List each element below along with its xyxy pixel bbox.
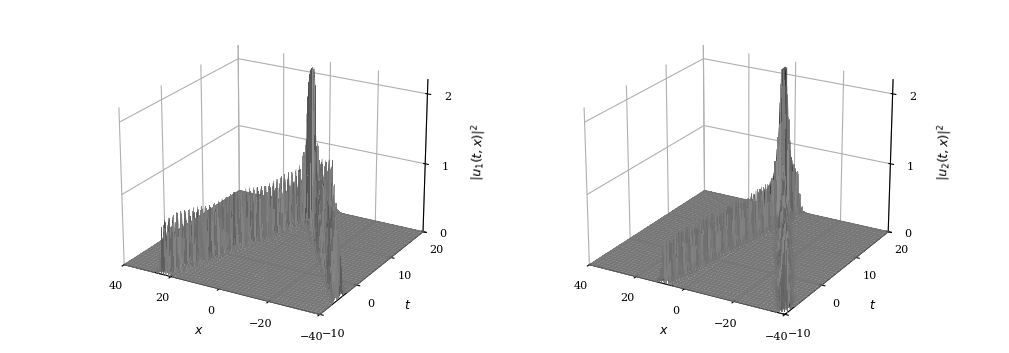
Y-axis label: $t$: $t$ bbox=[869, 299, 876, 312]
X-axis label: $x$: $x$ bbox=[194, 324, 204, 337]
X-axis label: $x$: $x$ bbox=[659, 324, 669, 337]
Y-axis label: $t$: $t$ bbox=[404, 299, 411, 312]
